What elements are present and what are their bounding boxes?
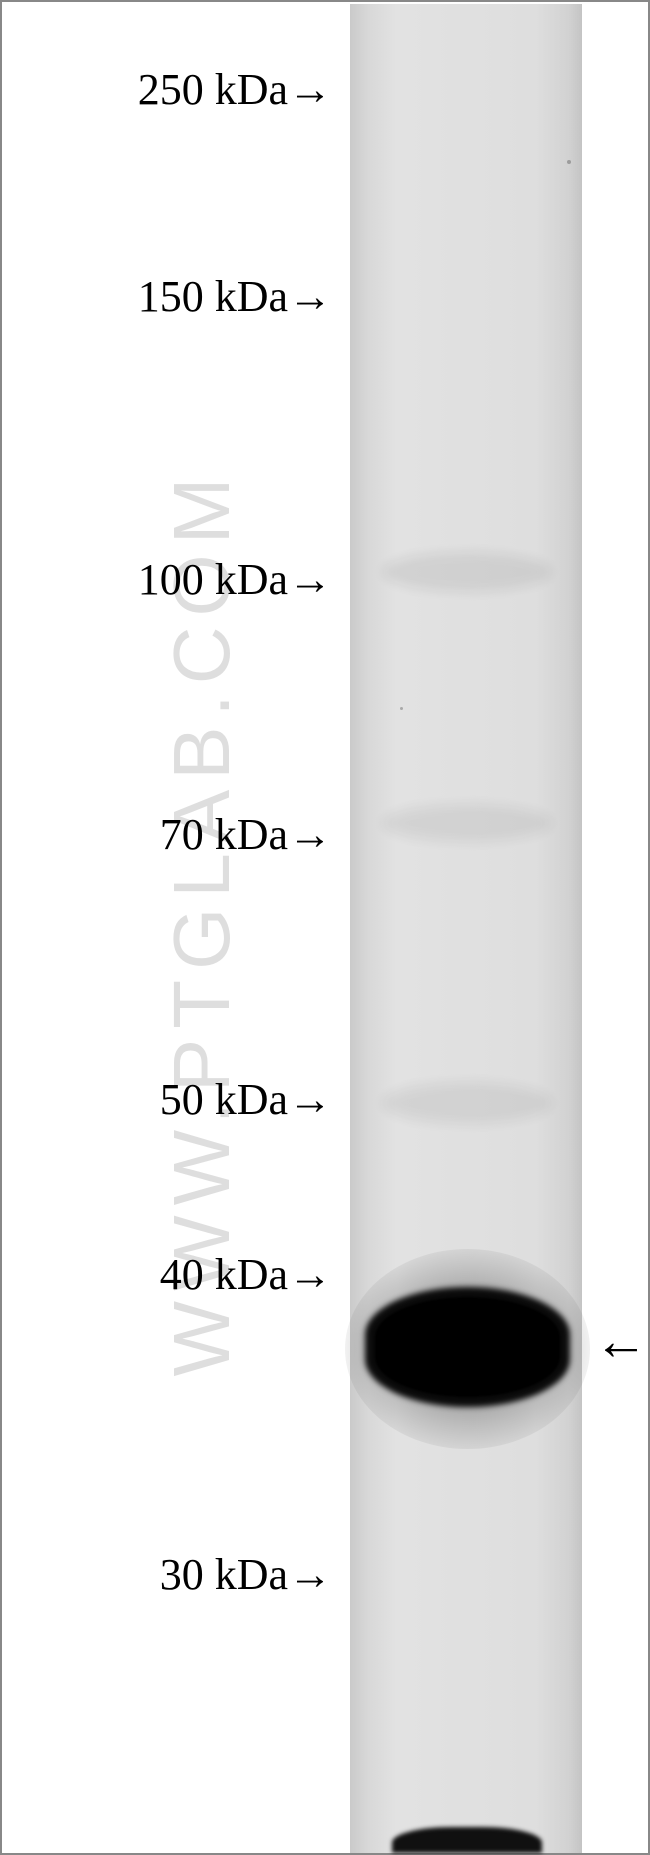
target-band-arrow-icon: ← — [594, 1314, 648, 1368]
marker-arrow-icon: → — [288, 65, 332, 114]
marker-arrow-icon: → — [288, 1075, 332, 1124]
marker-100kda: 100 kDa→ — [138, 554, 332, 605]
marker-arrow-icon: → — [288, 1250, 332, 1299]
marker-150kda: 150 kDa→ — [138, 271, 332, 322]
marker-arrow-icon: → — [288, 272, 332, 321]
bottom-edge-band — [392, 1827, 542, 1853]
noise-speck — [400, 707, 403, 710]
marker-label-text: 50 kDa — [160, 1075, 288, 1124]
marker-arrow-icon: → — [288, 810, 332, 859]
noise-speck — [567, 160, 571, 164]
marker-label-text: 30 kDa — [160, 1550, 288, 1599]
marker-label-text: 150 kDa — [138, 272, 288, 321]
marker-arrow-icon: → — [288, 555, 332, 604]
faint-band — [382, 552, 552, 592]
marker-70kda: 70 kDa→ — [160, 809, 332, 860]
western-blot-figure: WWW.PTGLAB.COM 250 kDa→ 150 kDa→ 100 kDa… — [0, 0, 650, 1855]
marker-40kda: 40 kDa→ — [160, 1249, 332, 1300]
faint-band — [382, 1082, 552, 1124]
faint-band — [382, 804, 552, 842]
marker-50kda: 50 kDa→ — [160, 1074, 332, 1125]
marker-250kda: 250 kDa→ — [138, 64, 332, 115]
marker-label-text: 70 kDa — [160, 810, 288, 859]
marker-label-text: 100 kDa — [138, 555, 288, 604]
main-band-core — [375, 1297, 560, 1397]
marker-label-text: 250 kDa — [138, 65, 288, 114]
blot-lane — [350, 4, 582, 1853]
marker-arrow-icon: → — [288, 1550, 332, 1599]
marker-30kda: 30 kDa→ — [160, 1549, 332, 1600]
marker-label-text: 40 kDa — [160, 1250, 288, 1299]
